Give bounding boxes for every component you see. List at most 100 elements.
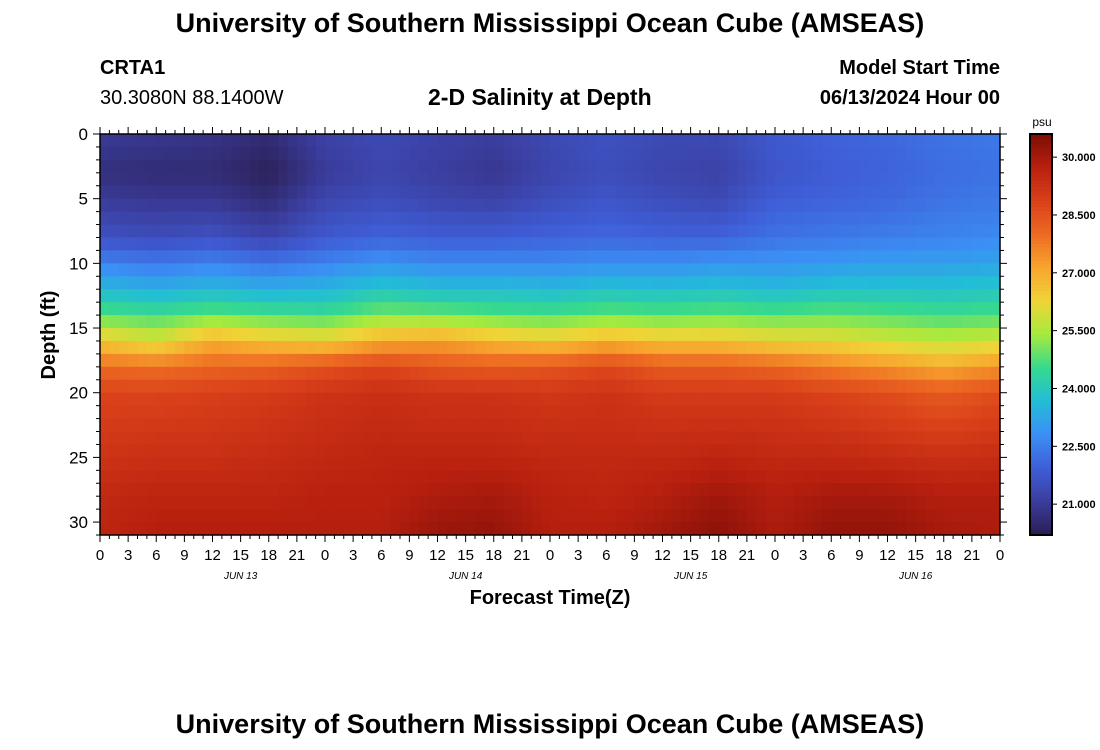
colorbar-swatch xyxy=(1030,210,1052,215)
heatmap-cell xyxy=(840,237,851,252)
heatmap-cell xyxy=(840,509,851,523)
heatmap-cell xyxy=(475,185,485,200)
heatmap-cell xyxy=(596,418,607,433)
heatmap-cell xyxy=(840,366,851,381)
heatmap-cell xyxy=(812,289,823,303)
heatmap-cell xyxy=(446,146,457,161)
heatmap-cell xyxy=(156,379,167,394)
heatmap-cell xyxy=(156,353,167,368)
heatmap-cell xyxy=(118,276,129,290)
colorbar-swatch xyxy=(1030,438,1052,443)
heatmap-cell xyxy=(512,353,523,368)
heatmap-cell xyxy=(934,302,945,316)
colorbar-swatch xyxy=(1030,277,1052,282)
heatmap-cell xyxy=(962,211,973,226)
heatmap-cell xyxy=(568,340,579,355)
heatmap-cell xyxy=(465,392,476,407)
heatmap-cell xyxy=(728,159,739,174)
heatmap-cell xyxy=(700,366,710,381)
heatmap-cell xyxy=(259,211,270,226)
heatmap-cell xyxy=(128,315,139,329)
heatmap-cell xyxy=(765,134,776,148)
heatmap-cell xyxy=(503,353,514,368)
heatmap-cell xyxy=(859,483,870,497)
heatmap-cell xyxy=(381,470,392,484)
heatmap-cell xyxy=(709,457,720,471)
heatmap-cell xyxy=(221,224,232,239)
heatmap-cell xyxy=(259,276,270,290)
heatmap-cell xyxy=(475,224,485,239)
heatmap-cell xyxy=(343,405,354,420)
heatmap-cell xyxy=(100,457,110,471)
heatmap-cell xyxy=(334,328,345,342)
heatmap-cell xyxy=(475,263,485,277)
heatmap-cell xyxy=(559,302,570,316)
heatmap-cell xyxy=(296,340,307,355)
heatmap-cell xyxy=(193,418,204,433)
heatmap-cell xyxy=(212,263,223,277)
heatmap-cell xyxy=(634,159,645,174)
heatmap-cell xyxy=(475,237,485,252)
heatmap-cell xyxy=(756,418,767,433)
heatmap-cell xyxy=(709,134,720,148)
heatmap-cell xyxy=(625,496,635,510)
heatmap-cell xyxy=(643,483,654,497)
heatmap-cell xyxy=(793,250,804,264)
heatmap-cell xyxy=(156,418,167,433)
heatmap-cell xyxy=(306,263,317,277)
heatmap-cell xyxy=(100,496,110,510)
heatmap-cell xyxy=(175,159,185,174)
heatmap-cell xyxy=(250,159,260,174)
heatmap-cell xyxy=(296,276,307,290)
heatmap-cell xyxy=(737,470,748,484)
heatmap-cell xyxy=(756,146,767,161)
heatmap-cell xyxy=(953,418,964,433)
heatmap-cell xyxy=(400,315,410,329)
heatmap-cell xyxy=(718,483,729,497)
heatmap-cell xyxy=(278,379,289,394)
heatmap-cell xyxy=(812,185,823,200)
heatmap-cell xyxy=(503,185,514,200)
colorbar-swatch xyxy=(1030,170,1052,175)
heatmap-cell xyxy=(156,340,167,355)
colorbar-swatch xyxy=(1030,451,1052,456)
heatmap-cell xyxy=(325,470,335,484)
heatmap-cell xyxy=(409,366,420,381)
heatmap-cell xyxy=(643,159,654,174)
heatmap-cell xyxy=(446,159,457,174)
heatmap-cell xyxy=(925,211,935,226)
heatmap-cell xyxy=(775,340,785,355)
heatmap-cell xyxy=(212,470,223,484)
heatmap-cell xyxy=(193,315,204,329)
heatmap-cell xyxy=(428,431,439,446)
heatmap-cell xyxy=(821,444,832,458)
heatmap-cell xyxy=(990,250,1000,264)
heatmap-cell xyxy=(250,172,260,187)
heatmap-cell xyxy=(193,340,204,355)
heatmap-cell xyxy=(737,522,748,535)
heatmap-cell xyxy=(221,185,232,200)
heatmap-cell xyxy=(906,289,917,303)
heatmap-cell xyxy=(643,496,654,510)
heatmap-cell xyxy=(268,315,279,329)
heatmap-cell xyxy=(962,159,973,174)
heatmap-cell xyxy=(175,418,185,433)
heatmap-cell xyxy=(887,289,898,303)
heatmap-cell xyxy=(840,146,851,161)
heatmap-cell xyxy=(868,522,879,535)
heatmap-cell xyxy=(100,263,110,277)
heatmap-cell xyxy=(475,496,485,510)
heatmap-cell xyxy=(250,392,260,407)
heatmap-cell xyxy=(840,172,851,187)
heatmap-cell xyxy=(390,302,401,316)
heatmap-cell xyxy=(700,457,710,471)
heatmap-cell xyxy=(221,509,232,523)
heatmap-cell xyxy=(278,483,289,497)
heatmap-cell xyxy=(850,340,860,355)
heatmap-cell xyxy=(475,172,485,187)
heatmap-cell xyxy=(259,405,270,420)
heatmap-cell xyxy=(175,431,185,446)
heatmap-cell xyxy=(268,250,279,264)
heatmap-cell xyxy=(634,289,645,303)
heatmap-cell xyxy=(765,211,776,226)
